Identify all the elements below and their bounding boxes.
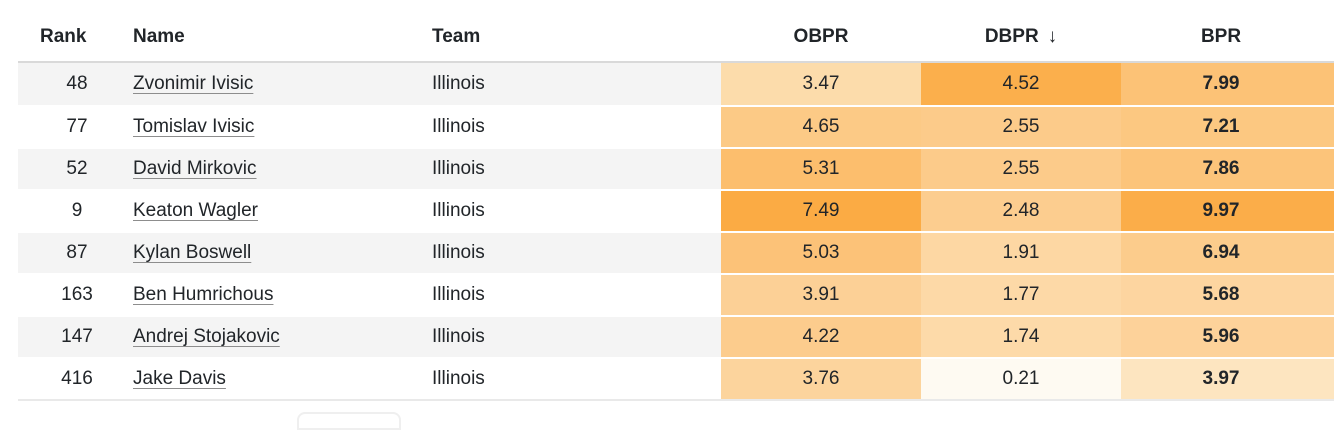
name-cell: Keaton Wagler [110, 189, 409, 231]
player-link[interactable]: Zvonimir Ivisic [133, 73, 254, 94]
team-cell: Illinois [409, 357, 721, 399]
team-cell: Illinois [409, 189, 721, 231]
table-row: 52 David Mirkovic Illinois 5.31 2.55 7.86 [18, 147, 1334, 189]
team-cell: Illinois [409, 273, 721, 315]
column-header-rank[interactable]: Rank [40, 25, 87, 47]
name-cell: Andrej Stojakovic [110, 315, 409, 357]
dbpr-value-cell: 1.77 [921, 273, 1121, 315]
rank-cell: 48 [18, 63, 110, 105]
sort-descending-icon: ↓ [1047, 25, 1058, 47]
dbpr-value-cell: 2.55 [921, 105, 1121, 147]
table-row: 77 Tomislav Ivisic Illinois 4.65 2.55 7.21 [18, 105, 1334, 147]
obpr-value-cell: 4.65 [721, 105, 921, 147]
bpr-value-cell: 7.21 [1121, 105, 1334, 147]
table-row: 9 Keaton Wagler Illinois 7.49 2.48 9.97 [18, 189, 1334, 231]
table-body: 48 Zvonimir Ivisic Illinois 3.47 4.52 7.99 77 T… [18, 63, 1334, 401]
name-cell: Ben Humrichous [110, 273, 409, 315]
bpr-value-cell: 7.86 [1121, 147, 1334, 189]
name-cell: Tomislav Ivisic [110, 105, 409, 147]
team-cell: Illinois [409, 315, 721, 357]
obpr-value-cell: 5.31 [721, 147, 921, 189]
bpr-value-cell: 3.97 [1121, 357, 1334, 399]
dbpr-value-cell: 2.55 [921, 147, 1121, 189]
player-link[interactable]: Kylan Boswell [133, 242, 252, 263]
name-cell: Kylan Boswell [110, 231, 409, 273]
obpr-value-cell: 3.91 [721, 273, 921, 315]
bpr-value-cell: 6.94 [1121, 231, 1334, 273]
obpr-value-cell: 4.22 [721, 315, 921, 357]
obpr-value-cell: 7.49 [721, 189, 921, 231]
player-link[interactable]: David Mirkovic [133, 158, 257, 179]
rank-cell: 77 [18, 105, 110, 147]
player-link[interactable]: Keaton Wagler [133, 200, 258, 221]
rank-cell: 87 [18, 231, 110, 273]
team-cell: Illinois [409, 63, 721, 105]
table-row: 147 Andrej Stojakovic Illinois 4.22 1.74 5.96 [18, 315, 1334, 357]
player-link[interactable]: Andrej Stojakovic [133, 326, 280, 347]
rank-cell: 147 [18, 315, 110, 357]
name-cell: Zvonimir Ivisic [110, 63, 409, 105]
dbpr-value-cell: 1.91 [921, 231, 1121, 273]
dbpr-value-cell: 2.48 [921, 189, 1121, 231]
column-header-dbpr[interactable]: DBPR ↓ [921, 0, 1121, 61]
column-header-bpr[interactable]: BPR [1200, 25, 1242, 47]
obpr-value-cell: 3.76 [721, 357, 921, 399]
table-row: 87 Kylan Boswell Illinois 5.03 1.91 6.94 [18, 231, 1334, 273]
team-cell: Illinois [409, 231, 721, 273]
dbpr-value-cell: 1.74 [921, 315, 1121, 357]
bpr-value-cell: 9.97 [1121, 189, 1334, 231]
player-link[interactable]: Tomislav Ivisic [133, 116, 255, 137]
column-header-name[interactable]: Name [133, 25, 185, 47]
rank-cell: 52 [18, 147, 110, 189]
table-row: 416 Jake Davis Illinois 3.76 0.21 3.97 [18, 357, 1334, 399]
team-cell: Illinois [409, 105, 721, 147]
player-link[interactable]: Ben Humrichous [133, 284, 274, 305]
partial-button[interactable] [297, 412, 401, 430]
obpr-value-cell: 5.03 [721, 231, 921, 273]
rank-cell: 9 [18, 189, 110, 231]
dbpr-value-cell: 0.21 [921, 357, 1121, 399]
column-header-obpr[interactable]: OBPR [793, 25, 849, 47]
player-ratings-table: Rank Name Team OBPR DBPR ↓ BPR 48 Zvonimi… [18, 0, 1334, 401]
table-row: 163 Ben Humrichous Illinois 3.91 1.77 5.68 [18, 273, 1334, 315]
table-header-row: Rank Name Team OBPR DBPR ↓ BPR [18, 0, 1334, 63]
bpr-value-cell: 5.96 [1121, 315, 1334, 357]
table-row: 48 Zvonimir Ivisic Illinois 3.47 4.52 7.99 [18, 63, 1334, 105]
bpr-value-cell: 7.99 [1121, 63, 1334, 105]
obpr-value-cell: 3.47 [721, 63, 921, 105]
name-cell: David Mirkovic [110, 147, 409, 189]
dbpr-value-cell: 4.52 [921, 63, 1121, 105]
column-header-dbpr-label: DBPR [984, 25, 1039, 47]
column-header-team[interactable]: Team [432, 25, 481, 47]
rank-cell: 416 [18, 357, 110, 399]
rank-cell: 163 [18, 273, 110, 315]
bpr-value-cell: 5.68 [1121, 273, 1334, 315]
player-link[interactable]: Jake Davis [133, 368, 226, 389]
name-cell: Jake Davis [110, 357, 409, 399]
team-cell: Illinois [409, 147, 721, 189]
